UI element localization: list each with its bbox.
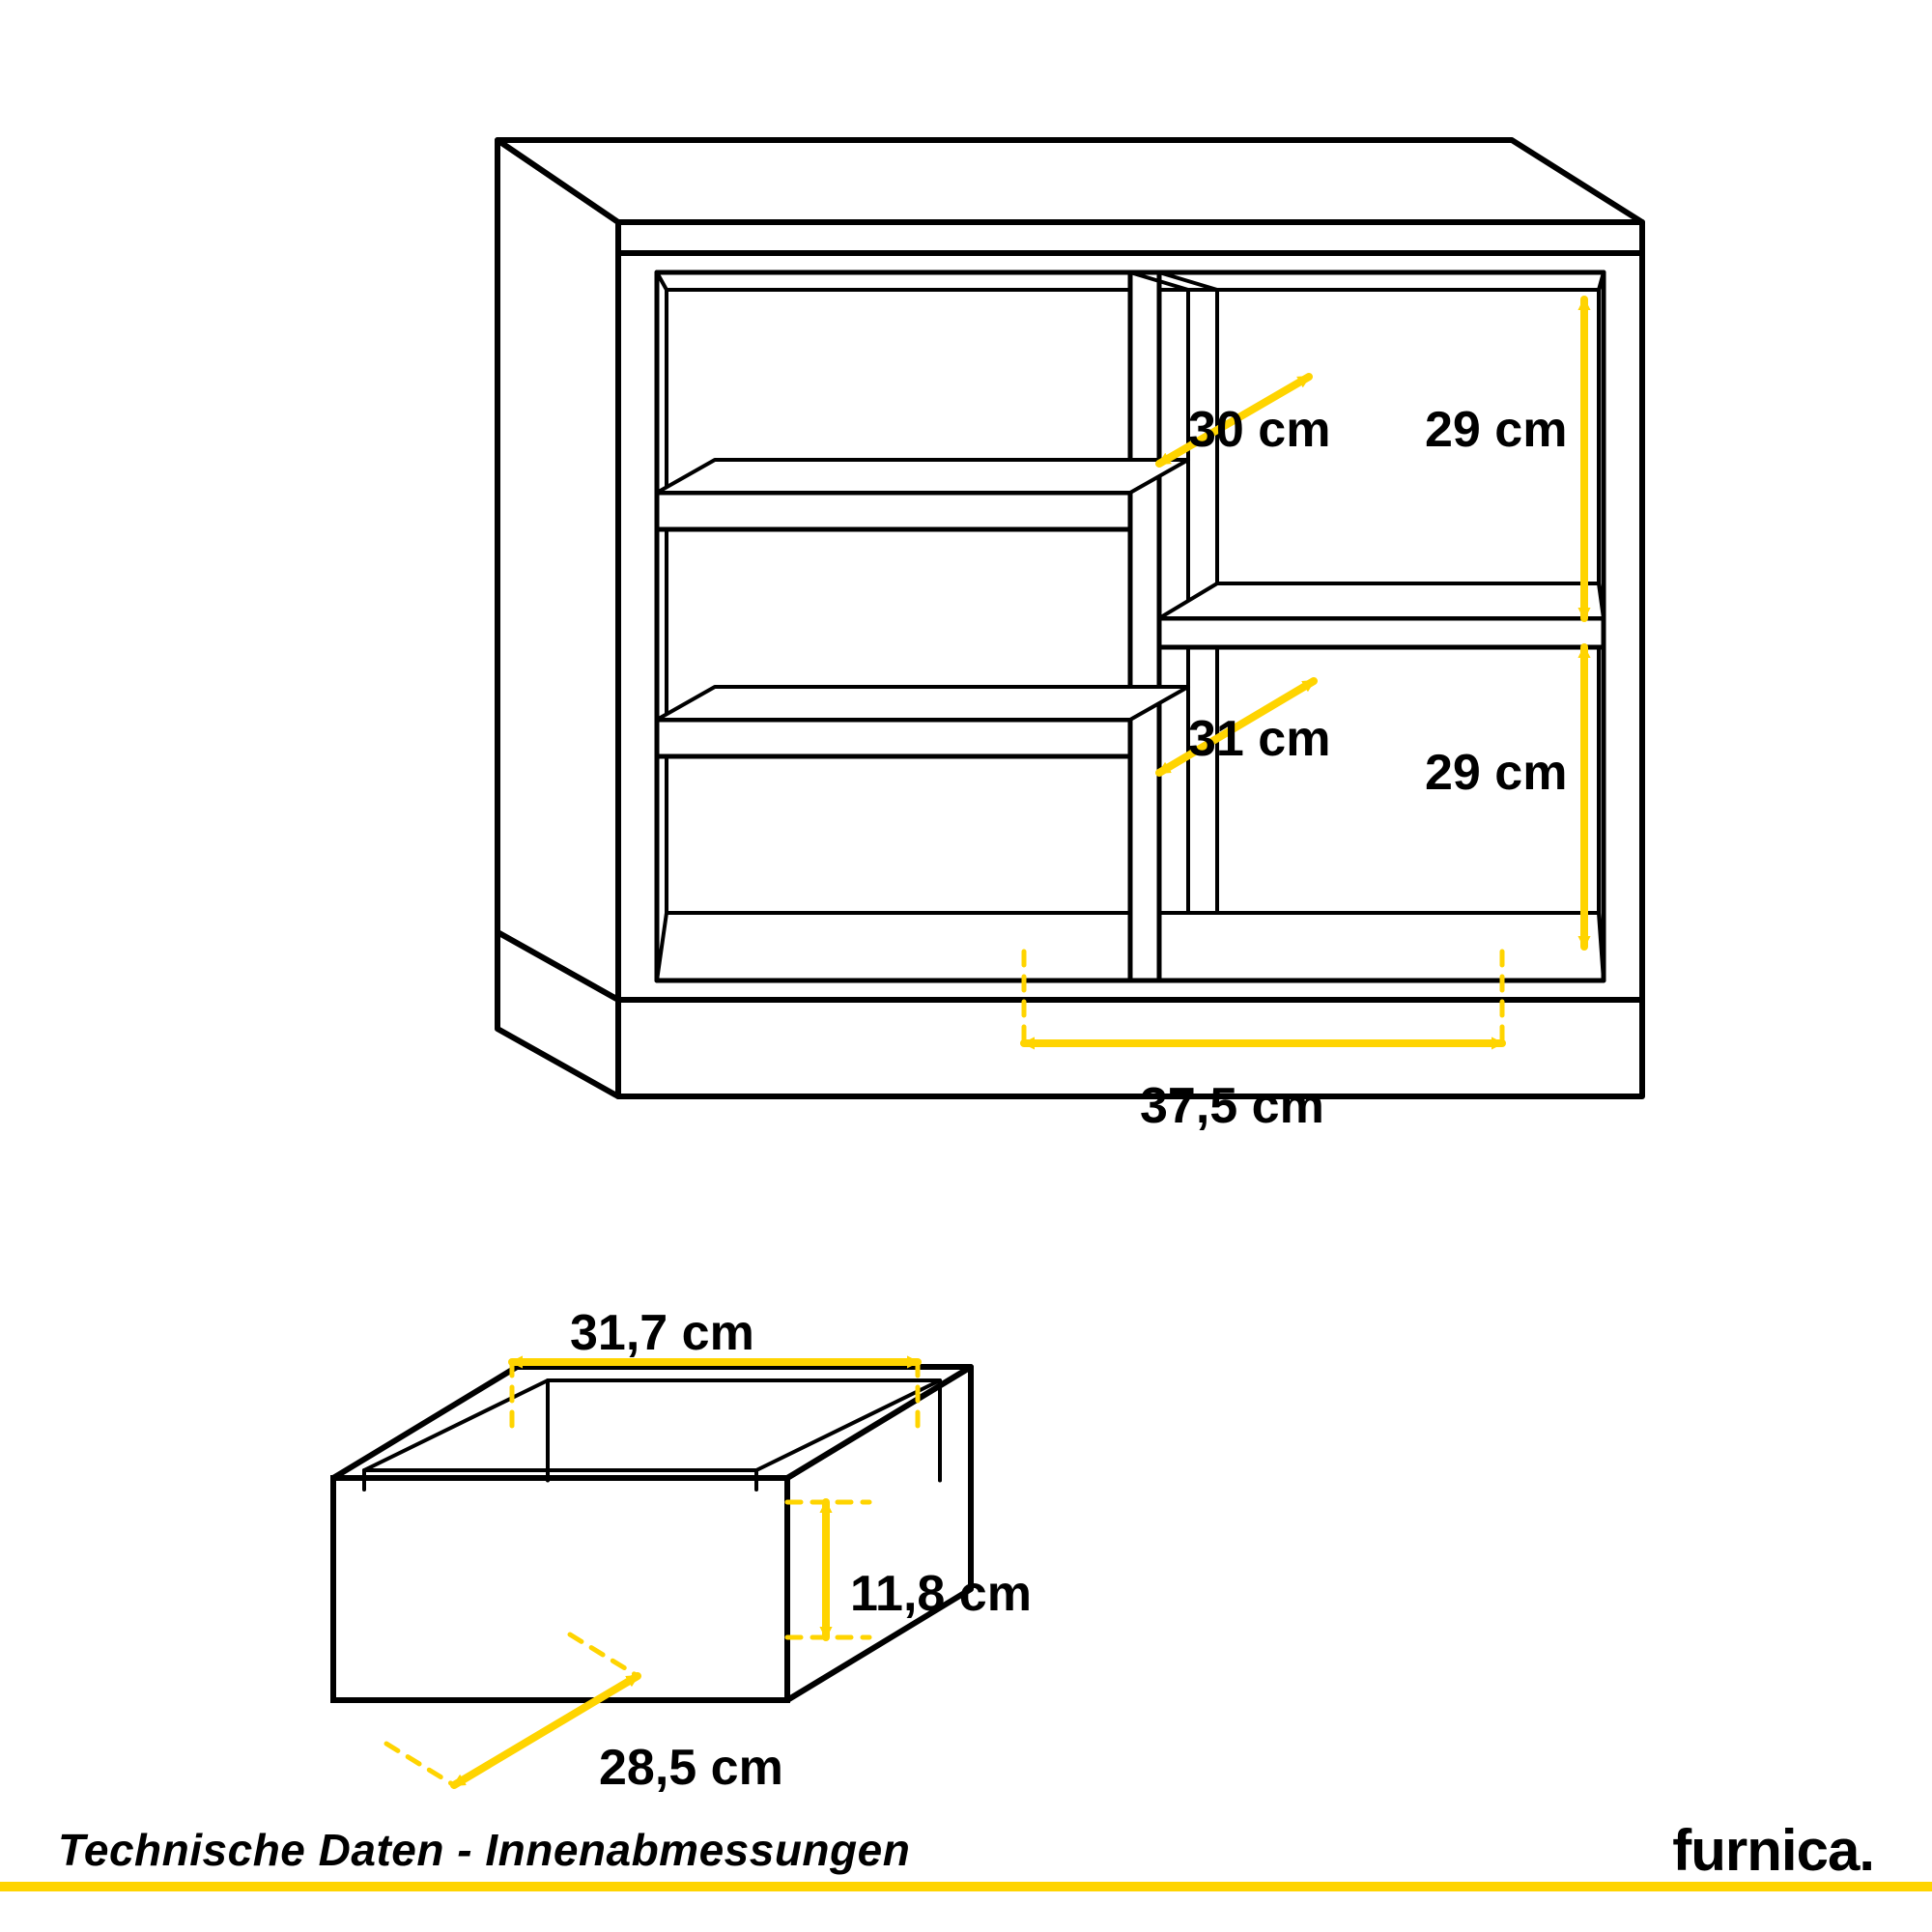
brand-logo: furnica. [1672, 1817, 1874, 1884]
diagram-canvas: 30 cm 31 cm 29 cm 29 cm 37,5 cm 31,7 cm 11,8 c… [0, 0, 1932, 1932]
footer-bar: Technische Daten - Innenabmessungen furn… [0, 1806, 1932, 1893]
dimension-height_29_bot: 29 cm [1425, 744, 1567, 802]
dimension-depth_31: 31 cm [1188, 710, 1330, 768]
footer-title: Technische Daten - Innenabmessungen [58, 1824, 910, 1876]
line-art-svg [0, 0, 1932, 1932]
dimension-width_375: 37,5 cm [1140, 1077, 1324, 1135]
dimension-depth_30: 30 cm [1188, 401, 1330, 459]
dimension-drawer_h_118: 11,8 cm [850, 1565, 1032, 1623]
dimension-height_29_top: 29 cm [1425, 401, 1567, 459]
dimension-drawer_d_285: 28,5 cm [599, 1739, 783, 1797]
dimension-drawer_w_317: 31,7 cm [570, 1304, 754, 1362]
